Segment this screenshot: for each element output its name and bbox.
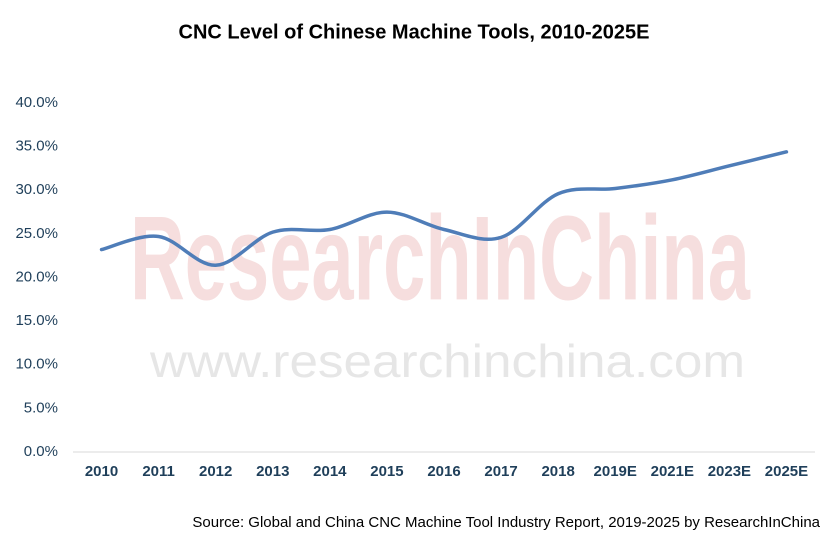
x-tick-label: 2025E <box>765 463 808 480</box>
x-tick-label: 2023E <box>708 463 751 480</box>
x-tick-label: 2021E <box>651 463 694 480</box>
x-tick-label: 2012 <box>199 463 232 480</box>
x-tick-label: 2017 <box>484 463 517 480</box>
y-tick-label: 30.0% <box>15 181 58 198</box>
y-tick-label: 5.0% <box>24 399 58 416</box>
chart-title: CNC Level of Chinese Machine Tools, 2010… <box>179 21 650 43</box>
x-tick-label: 2016 <box>427 463 460 480</box>
x-tick-label: 2018 <box>541 463 574 480</box>
x-tick-label: 2010 <box>85 463 118 480</box>
watermark: ResearchInChina <box>130 192 751 326</box>
source-note: Source: Global and China CNC Machine Too… <box>192 514 820 531</box>
watermark-url: www.researchinchina.com <box>149 335 745 387</box>
y-tick-label: 0.0% <box>24 443 58 460</box>
x-tick-label: 2011 <box>142 463 175 480</box>
y-tick-label: 25.0% <box>15 225 58 242</box>
y-tick-label: 10.0% <box>15 356 58 373</box>
x-tick-label: 2015 <box>370 463 403 480</box>
y-tick-label: 40.0% <box>15 94 58 111</box>
x-tick-label: 2019E <box>594 463 637 480</box>
y-tick-label: 20.0% <box>15 268 58 285</box>
y-tick-label: 15.0% <box>15 312 58 329</box>
data-line <box>99 150 789 268</box>
x-tick-label: 2013 <box>256 463 289 480</box>
y-tick-label: 35.0% <box>15 138 58 155</box>
x-tick-label: 2014 <box>313 463 347 480</box>
